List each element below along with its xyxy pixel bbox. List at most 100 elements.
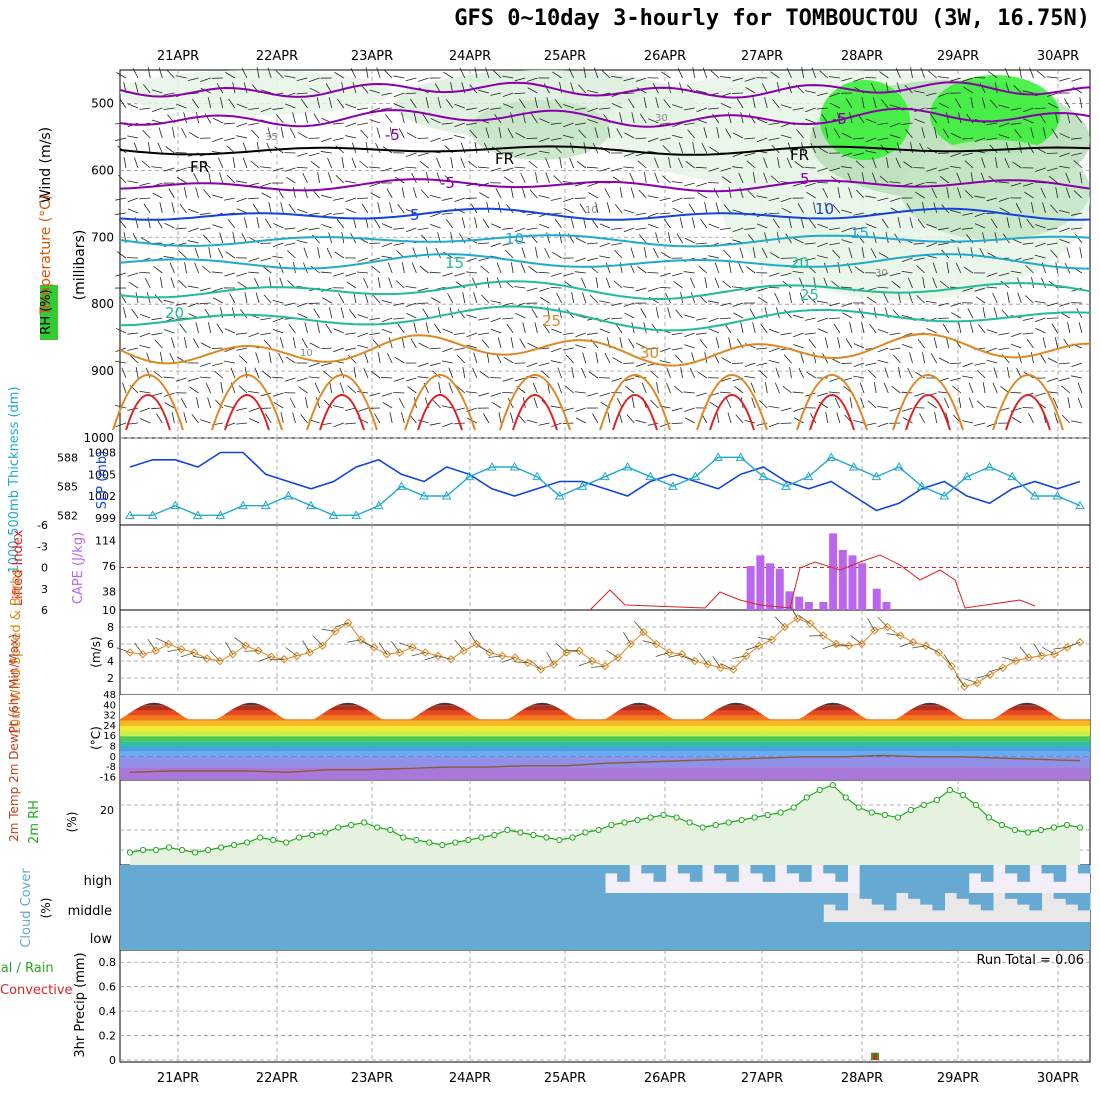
wind-barb bbox=[122, 382, 127, 394]
wind-barb bbox=[962, 77, 974, 82]
wind-barb bbox=[812, 127, 817, 139]
wind-barb bbox=[690, 277, 696, 289]
wind-barb bbox=[345, 122, 357, 128]
cape-bar bbox=[872, 588, 881, 610]
wind-barb bbox=[647, 272, 659, 274]
wind-barb bbox=[365, 142, 369, 154]
wind-barb bbox=[164, 402, 175, 409]
cloud-high bbox=[386, 865, 400, 893]
wind-barb bbox=[533, 397, 538, 409]
wind-barb bbox=[179, 203, 187, 214]
wind-marker bbox=[793, 614, 802, 623]
wind-barb bbox=[805, 118, 816, 124]
rh-marker bbox=[894, 814, 901, 821]
cloud-middle bbox=[411, 893, 424, 922]
cloud-high bbox=[423, 865, 436, 893]
wind-barb bbox=[695, 90, 707, 94]
wind-barb bbox=[769, 252, 780, 259]
cloud-middle bbox=[350, 893, 363, 922]
rh-marker bbox=[946, 786, 953, 794]
wind-barb bbox=[406, 312, 417, 319]
wind-barb bbox=[478, 332, 490, 336]
wind-barb bbox=[1004, 157, 1010, 169]
wind-barb bbox=[829, 242, 840, 246]
wind-barb bbox=[559, 232, 562, 244]
wind-barb bbox=[236, 135, 248, 139]
wind-barb bbox=[683, 391, 695, 394]
wind-barb bbox=[445, 98, 454, 109]
cape-bar bbox=[819, 602, 828, 610]
wind-barb bbox=[828, 76, 840, 79]
wind-barb bbox=[606, 202, 611, 214]
wind-barb bbox=[808, 339, 817, 349]
wind-barb bbox=[266, 142, 272, 154]
wind-barb bbox=[527, 87, 538, 94]
wind-barb bbox=[986, 122, 998, 126]
wind-barb bbox=[988, 175, 998, 184]
cape-bar bbox=[756, 555, 765, 610]
wind-barb bbox=[964, 190, 974, 199]
wind-barb bbox=[335, 175, 345, 184]
wind-barb bbox=[907, 367, 913, 379]
wind-barb bbox=[406, 132, 417, 139]
wind-barb bbox=[599, 167, 611, 172]
wind-barb bbox=[393, 227, 405, 230]
wind-barb bbox=[599, 300, 611, 304]
wind-barb bbox=[916, 265, 925, 274]
wind-barb bbox=[310, 160, 320, 169]
wind-barb bbox=[1025, 265, 1034, 274]
wind-barb bbox=[715, 337, 720, 349]
wind-barb bbox=[278, 352, 284, 364]
wind-barb bbox=[405, 77, 417, 82]
cloud-high bbox=[750, 865, 764, 874]
wind-barb bbox=[187, 77, 199, 81]
wind10-barb bbox=[225, 641, 234, 655]
wind-barb bbox=[732, 77, 744, 82]
wind-barb bbox=[901, 314, 913, 319]
wind-barb bbox=[883, 292, 889, 304]
wind-barb bbox=[950, 152, 962, 157]
rh-marker bbox=[231, 841, 238, 849]
wind-barb bbox=[695, 317, 707, 321]
cloud-high bbox=[956, 865, 970, 893]
wind-barb bbox=[297, 227, 308, 233]
wind-barb bbox=[587, 392, 599, 397]
wind-barb bbox=[647, 223, 659, 229]
thickness-marker bbox=[396, 481, 407, 490]
wind10-barb bbox=[850, 635, 862, 645]
wind-barb bbox=[538, 287, 550, 292]
wind-barb bbox=[175, 227, 187, 230]
wind10-barb bbox=[546, 652, 554, 665]
wind-barb bbox=[570, 82, 575, 94]
wind-barb bbox=[780, 272, 792, 277]
wind-barb bbox=[260, 392, 272, 397]
temp-contour-40 bbox=[319, 394, 365, 431]
wind-barb bbox=[599, 107, 611, 110]
wind-barb bbox=[877, 347, 889, 353]
wind-barb bbox=[841, 209, 853, 214]
temp-band bbox=[120, 720, 1090, 726]
wind-barb bbox=[217, 247, 224, 259]
wind-barb bbox=[587, 89, 598, 94]
wind-barb bbox=[292, 412, 296, 424]
cloud-middle bbox=[168, 893, 182, 922]
wind-barb bbox=[121, 367, 127, 379]
wind-barb bbox=[989, 144, 998, 154]
wind-barb bbox=[263, 294, 272, 304]
cloud-high bbox=[762, 865, 776, 882]
wind-barb bbox=[450, 157, 454, 169]
wind-barb bbox=[1012, 161, 1022, 169]
wind-barb bbox=[265, 218, 272, 229]
wind-barb bbox=[611, 302, 623, 307]
wind-barb bbox=[732, 152, 744, 157]
wind-barb bbox=[776, 82, 780, 94]
wind-barb bbox=[287, 250, 296, 259]
wind10-barb bbox=[488, 655, 503, 658]
rh-marker bbox=[517, 829, 524, 836]
wind-marker bbox=[729, 665, 738, 674]
wind-barb bbox=[768, 347, 780, 353]
wind-barb bbox=[930, 113, 938, 124]
thickness-marker bbox=[509, 461, 520, 471]
wind-barb bbox=[774, 292, 780, 304]
wind-barb bbox=[768, 197, 780, 202]
